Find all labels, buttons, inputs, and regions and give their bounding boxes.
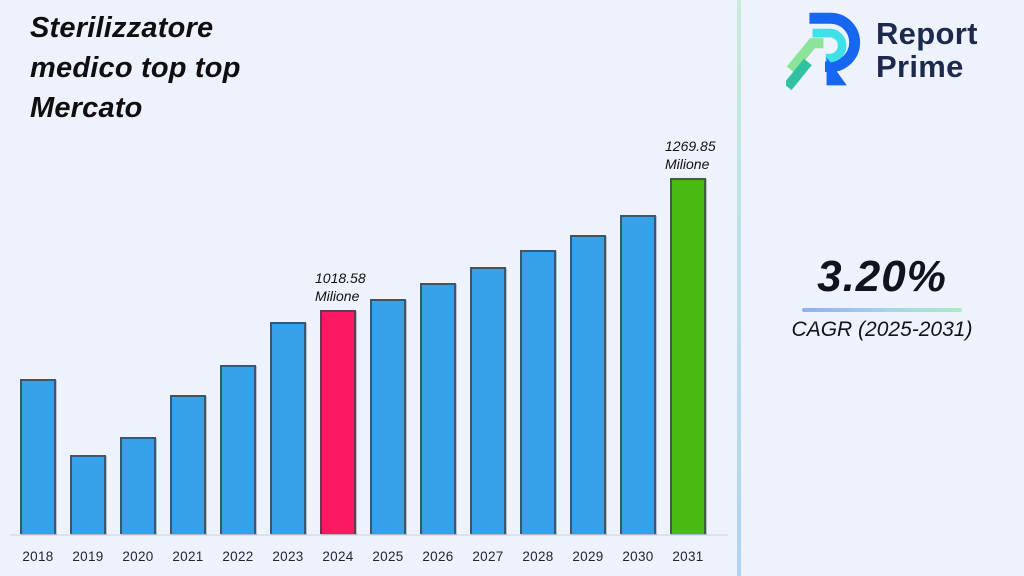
bar-2027 xyxy=(470,267,506,534)
x-tick-2020: 2020 xyxy=(122,549,154,564)
logo-text-line1: Report xyxy=(876,16,978,52)
report-prime-logo-icon xyxy=(786,12,861,91)
x-axis-labels: 2018 2019 2020 2021 2022 2023 2024 2025 2026 2027… xyxy=(20,549,706,564)
x-tick-2028: 2028 xyxy=(522,549,554,564)
x-tick-2029: 2029 xyxy=(572,549,604,564)
bar-2022 xyxy=(220,365,256,534)
x-tick-2027: 2027 xyxy=(472,549,504,564)
bar-2018 xyxy=(20,379,56,534)
bar-2031 xyxy=(670,178,706,534)
bar-2029 xyxy=(570,235,606,534)
x-axis-line xyxy=(10,534,728,536)
x-tick-2025: 2025 xyxy=(372,549,404,564)
x-tick-2018: 2018 xyxy=(22,549,54,564)
bar-annotation-2031: 1269.85 Milione xyxy=(665,138,716,172)
bar-2030 xyxy=(620,215,656,534)
x-tick-2024: 2024 xyxy=(322,549,354,564)
bars-row xyxy=(20,178,706,534)
logo-text-line2: Prime xyxy=(876,49,964,84)
bar-2020 xyxy=(120,437,156,534)
bar-2024 xyxy=(320,310,356,534)
report-prime-logo: Report Prime xyxy=(786,10,978,92)
bar-2019 xyxy=(70,455,106,534)
x-tick-2021: 2021 xyxy=(172,549,204,564)
chart-title: Sterilizzatore medico top top Mercato xyxy=(30,12,241,125)
x-tick-2019: 2019 xyxy=(72,549,104,564)
report-prime-logo-text: Report Prime xyxy=(876,18,978,83)
vertical-divider xyxy=(737,0,741,576)
cagr-value: 3.20% xyxy=(817,252,947,301)
bar-2023 xyxy=(270,322,306,534)
bar-annotation-2024: 1018.58 Milione xyxy=(315,270,366,304)
x-tick-2030: 2030 xyxy=(622,549,654,564)
bar-chart: 2018 2019 2020 2021 2022 2023 2024 2025 2026 2027… xyxy=(10,138,728,564)
x-tick-2022: 2022 xyxy=(222,549,254,564)
bar-2025 xyxy=(370,299,406,534)
bar-2021 xyxy=(170,395,206,534)
bar-2026 xyxy=(420,283,456,534)
x-tick-2023: 2023 xyxy=(272,549,304,564)
cagr-label: CAGR (2025-2031) xyxy=(791,318,973,341)
cagr-block: 3.20% CAGR (2025-2031) xyxy=(740,252,1024,342)
x-tick-2031: 2031 xyxy=(672,549,704,564)
bar-2028 xyxy=(520,250,556,534)
x-tick-2026: 2026 xyxy=(422,549,454,564)
cagr-underline xyxy=(802,308,962,312)
